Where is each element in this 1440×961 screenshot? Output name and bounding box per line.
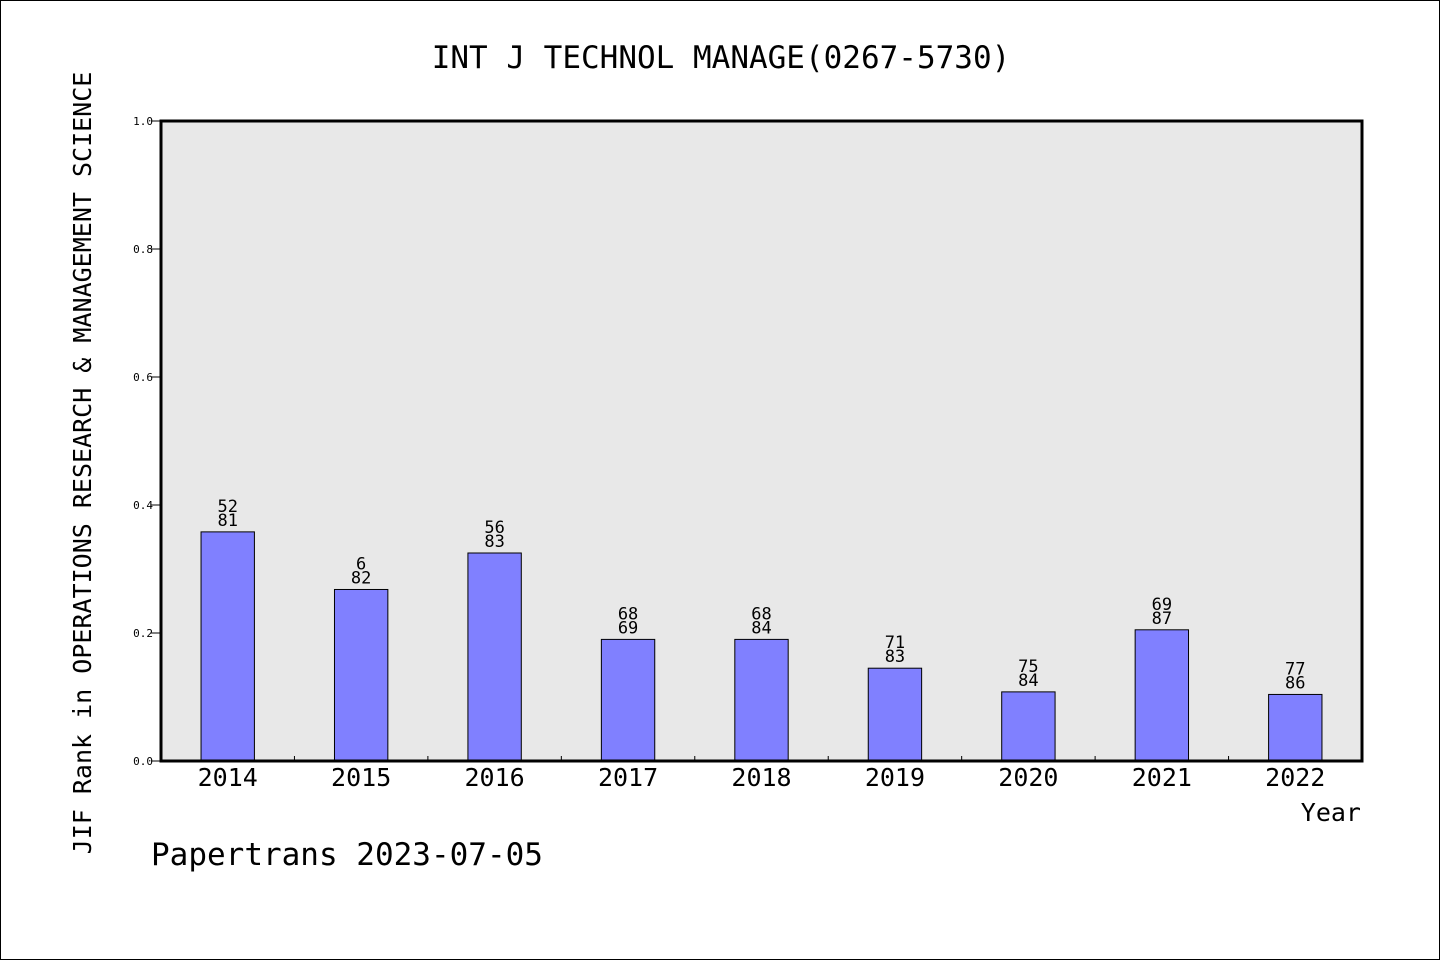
bar-label-rank: 71 — [885, 633, 905, 653]
chart-title: INT J TECHNOL MANAGE(0267-5730) — [432, 40, 1011, 76]
y-tick-label: 1.0 — [133, 115, 153, 128]
bar-label-total: 82 — [351, 568, 371, 588]
bar-label-rank: 68 — [751, 604, 771, 624]
y-tick-label: 0.2 — [133, 627, 153, 640]
bar-label-total: 86 — [1285, 673, 1305, 693]
x-axis-ticks: 2014 2015 2016 2017 2018 2019 2020 2021 2022 — [198, 756, 1325, 792]
bar — [1268, 693, 1323, 762]
y-axis-label: JIF Rank in OPERATIONS RESEARCH & MANAGE… — [68, 72, 97, 855]
bar-label-total: 84 — [751, 618, 771, 638]
bar — [333, 588, 389, 762]
bar-label-total: 83 — [484, 532, 504, 552]
bar — [200, 531, 255, 762]
x-tick-label: 2019 — [865, 763, 925, 792]
x-tick-label: 2018 — [731, 763, 791, 792]
bar — [1134, 629, 1190, 762]
bar — [467, 552, 522, 762]
y-tick-label: 0.8 — [133, 243, 153, 256]
footer-watermark-text: Papertrans 2023-07-05 — [151, 837, 543, 873]
plot-border — [159, 119, 1364, 763]
bar-label-total: 84 — [1018, 671, 1038, 691]
x-tick-label: 2017 — [598, 763, 658, 792]
bar-label-total: 81 — [217, 511, 237, 531]
bar-label-total: 83 — [885, 647, 905, 667]
bar-label-rank: 56 — [484, 518, 504, 538]
y-tick-label: 0.4 — [133, 499, 153, 512]
x-axis-label: Year — [1301, 798, 1361, 827]
bar-label-rank: 75 — [1018, 657, 1038, 677]
bar-label-rank: 69 — [1152, 595, 1172, 615]
bar — [734, 638, 789, 762]
x-tick-label: 2014 — [198, 763, 258, 792]
x-tick-label: 2021 — [1132, 763, 1192, 792]
x-tick-label: 2016 — [465, 763, 525, 792]
bar-label-rank: 6 — [356, 554, 366, 574]
bar-label-rank: 77 — [1285, 659, 1305, 679]
bar-label-rank: 52 — [217, 497, 237, 517]
x-tick-label: 2022 — [1265, 763, 1325, 792]
y-tick-label: 0.0 — [133, 755, 153, 768]
bar — [600, 638, 656, 762]
y-tick-label: 0.6 — [133, 371, 153, 384]
y-axis-ticks: 0.0 0.2 0.4 0.6 0.8 1.0 — [133, 115, 161, 768]
bar — [867, 667, 923, 762]
x-tick-label: 2015 — [331, 763, 391, 792]
x-tick-label: 2020 — [998, 763, 1058, 792]
bar-label-rank: 68 — [618, 604, 638, 624]
bar-label-total: 69 — [618, 618, 638, 638]
bar-label-total: 87 — [1152, 609, 1172, 629]
bar — [1001, 691, 1056, 762]
